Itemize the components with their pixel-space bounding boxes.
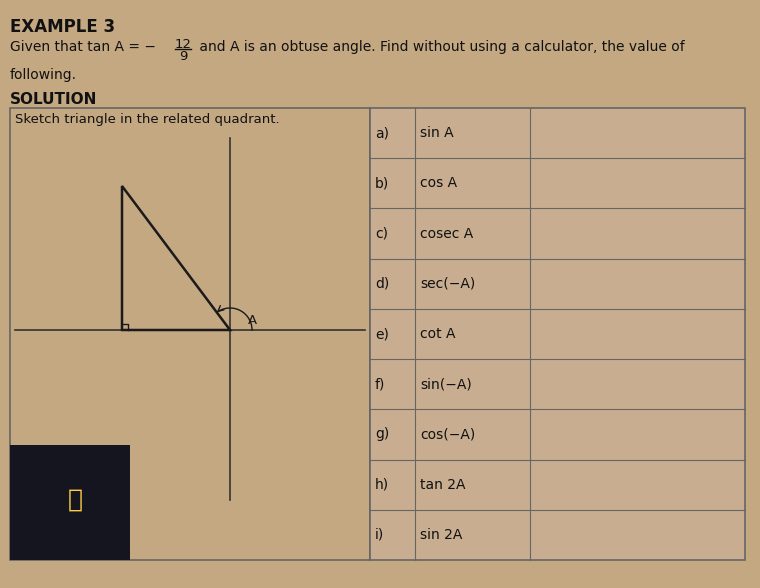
Text: A: A [248,313,257,326]
Polygon shape [370,108,745,560]
Text: c): c) [375,226,388,240]
Text: sin A: sin A [420,126,454,140]
Text: d): d) [375,277,389,291]
Text: h): h) [375,477,389,492]
Text: cosec A: cosec A [420,226,473,240]
Text: SOLUTION: SOLUTION [10,92,97,107]
Text: cos A: cos A [420,176,457,191]
Text: Given that tan A = −: Given that tan A = − [10,40,156,54]
Text: and A is an obtuse angle. Find without using a calculator, the value of: and A is an obtuse angle. Find without u… [195,40,685,54]
Text: EXAMPLE 3: EXAMPLE 3 [10,18,115,36]
Text: following.: following. [10,68,77,82]
Text: cos(−A): cos(−A) [420,427,475,442]
Text: sin(−A): sin(−A) [420,377,472,391]
Text: e): e) [375,327,389,341]
Text: b): b) [375,176,389,191]
Text: 🧍: 🧍 [68,488,83,512]
Text: f): f) [375,377,385,391]
Text: Sketch triangle in the related quadrant.: Sketch triangle in the related quadrant. [15,113,280,126]
Text: sec(−A): sec(−A) [420,277,475,291]
Text: i): i) [375,528,385,542]
Text: cot A: cot A [420,327,455,341]
Text: sin 2A: sin 2A [420,528,462,542]
Text: 9: 9 [179,50,187,63]
Polygon shape [10,108,370,560]
Text: 12: 12 [175,38,192,51]
Text: tan 2A: tan 2A [420,477,465,492]
Text: a): a) [375,126,389,140]
Text: g): g) [375,427,389,442]
Polygon shape [10,445,130,560]
